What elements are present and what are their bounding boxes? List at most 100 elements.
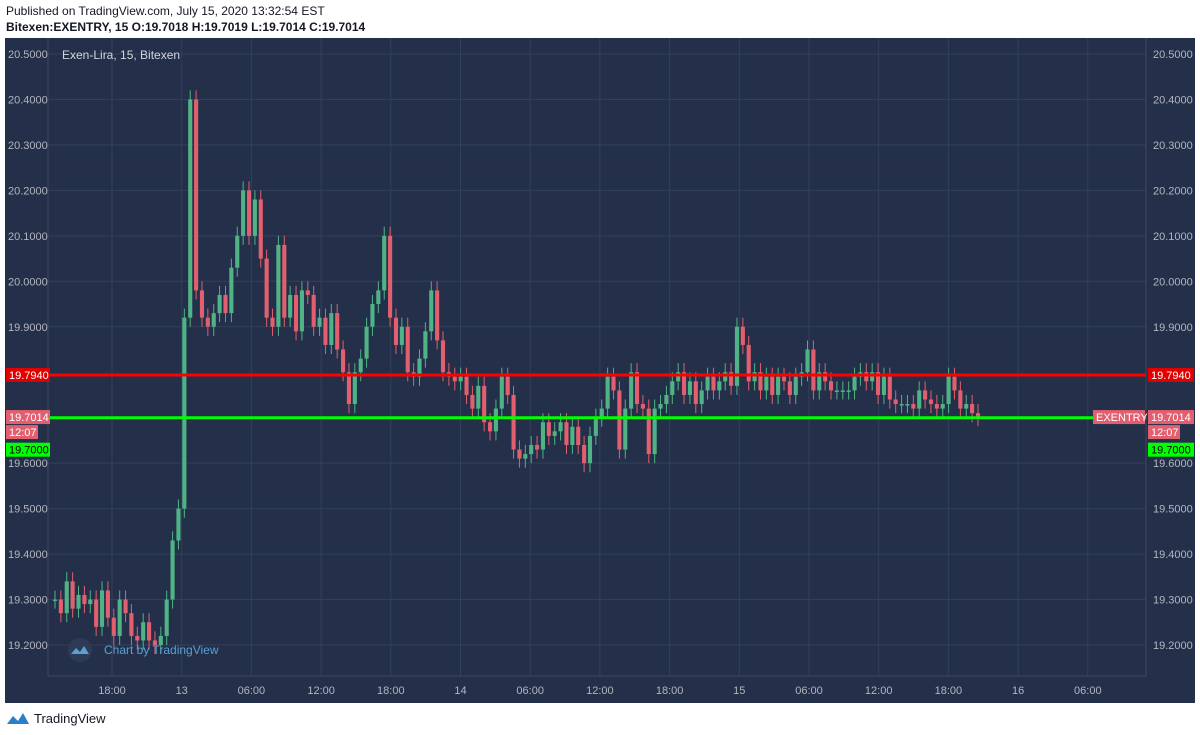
- red-level-tag-left: 19.7940: [9, 370, 49, 382]
- y-tick-label: 19.3000: [8, 595, 48, 607]
- open-label: O:: [131, 20, 145, 34]
- candle-body: [834, 390, 839, 392]
- candle-body: [852, 376, 857, 391]
- candle-body: [352, 372, 357, 405]
- candle-body: [629, 372, 634, 409]
- candle-body: [440, 340, 446, 373]
- y-tick-label: 20.2000: [8, 185, 48, 197]
- candle-body: [388, 235, 393, 318]
- candle-body: [770, 376, 775, 395]
- y-tick-label: 20.3000: [8, 140, 48, 152]
- candle-body: [517, 449, 522, 459]
- x-tick-label: 18:00: [656, 685, 684, 697]
- candle-body: [487, 422, 493, 432]
- candle-body: [229, 267, 234, 314]
- symbol-tag-bg: [1093, 410, 1145, 425]
- candle-body: [576, 426, 581, 445]
- candle-body: [293, 294, 299, 332]
- candle-body: [435, 290, 440, 341]
- x-tick-label: 18:00: [935, 685, 963, 697]
- candle-body: [129, 613, 134, 636]
- y-tick-label: 19.2000: [1153, 640, 1193, 652]
- candle-body: [170, 540, 175, 600]
- candle-body: [787, 381, 792, 395]
- horizontal-lines[interactable]: [48, 373, 1146, 420]
- countdown-tag-right-bg: [1148, 425, 1180, 440]
- y-tick-label: 19.2000: [8, 640, 48, 652]
- candle-body: [194, 99, 199, 291]
- candle-body: [664, 394, 669, 405]
- candle-body: [623, 408, 628, 450]
- candle-body: [758, 372, 763, 391]
- candle-body: [870, 372, 875, 382]
- candle-body: [958, 390, 963, 409]
- y-tick-label: 20.1000: [1153, 231, 1193, 243]
- x-tick-label: 15: [733, 685, 745, 697]
- y-tick-label: 19.5000: [1153, 504, 1193, 516]
- x-tick-label: 06:00: [238, 685, 266, 697]
- candle-body: [370, 304, 375, 327]
- last-price-tag-left: 19.7014: [9, 412, 49, 424]
- candle-body: [111, 617, 116, 636]
- y-tick-label: 20.0000: [1153, 276, 1193, 288]
- y-tick-label: 20.5000: [1153, 49, 1193, 61]
- candle-body: [928, 399, 934, 405]
- candle-body: [646, 408, 651, 455]
- candle-body: [687, 381, 692, 395]
- candle-body: [776, 376, 781, 395]
- x-tick-label: 16: [1012, 685, 1024, 697]
- candles: [52, 90, 981, 655]
- candle-body: [346, 372, 352, 405]
- footer-brand-text: TradingView: [34, 710, 106, 726]
- candle-body: [317, 317, 322, 327]
- left-price-axis[interactable]: 20.5000 20.4000 20.3000 20.2000 20.1000 20.00…: [8, 49, 48, 652]
- candle-body: [176, 508, 181, 541]
- y-tick-label: 19.6000: [8, 458, 48, 470]
- green-level-tag-right: 19.7000: [1151, 445, 1191, 457]
- right-price-axis[interactable]: 20.5000 20.4000 20.3000 20.2000 20.1000 20.00…: [1153, 49, 1193, 652]
- candle-body: [964, 404, 969, 409]
- candle-body: [405, 326, 410, 373]
- candle-body: [158, 635, 163, 645]
- candle-body: [699, 390, 704, 405]
- high-value: 19.7019: [204, 20, 248, 34]
- candle-body: [740, 326, 745, 345]
- open-value: 19.7018: [144, 20, 189, 34]
- green-level-tag-left: 19.7000: [9, 445, 49, 457]
- candle-body: [905, 404, 910, 406]
- y-tick-label: 19.4000: [8, 549, 48, 561]
- candle-body: [323, 317, 328, 345]
- candle-body: [58, 599, 63, 614]
- candle-body: [188, 99, 193, 318]
- footer-brand[interactable]: TradingView: [6, 710, 106, 726]
- candle-body: [587, 435, 593, 464]
- candle-body: [393, 317, 399, 345]
- candle-body: [235, 235, 240, 268]
- candle-body: [105, 590, 110, 618]
- last-price-tag-right: 19.7014: [1151, 412, 1191, 424]
- tradingview-logo-icon: [68, 638, 92, 662]
- red-level-tag-left-bg: [6, 367, 50, 382]
- candle-body: [552, 431, 557, 436]
- watermark[interactable]: Chart by TradingView: [68, 638, 219, 662]
- candle-body: [511, 394, 516, 450]
- red-level-tag-right-bg: [1148, 367, 1194, 382]
- candle-body: [223, 294, 228, 314]
- close-label: C:: [309, 20, 322, 34]
- candle-body: [88, 599, 93, 605]
- candle-body: [970, 404, 975, 414]
- y-tick-label: 20.4000: [1153, 94, 1193, 106]
- candle-body: [887, 376, 892, 400]
- candle-body: [305, 290, 310, 295]
- candle-body: [464, 376, 469, 395]
- price-tags: 19.7940 19.794019.701412:0719.701412:07EX…: [6, 367, 1194, 457]
- candle-body: [282, 244, 287, 318]
- candle-body: [899, 404, 904, 406]
- candle-body: [658, 404, 663, 409]
- candle-body: [723, 372, 728, 382]
- candle-body: [611, 376, 616, 391]
- time-axis[interactable]: 18:00 13 06:00 12:00 18:00 14 06:00 12:00 18:00 1…: [98, 685, 1101, 697]
- candle-body: [875, 372, 881, 395]
- candle-body: [676, 372, 681, 382]
